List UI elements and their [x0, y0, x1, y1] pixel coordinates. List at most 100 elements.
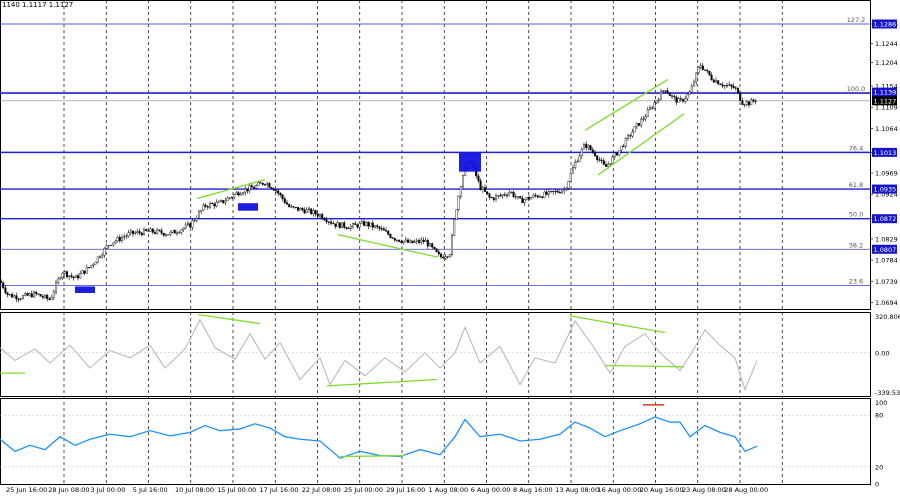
fib-level-label: 38.2 — [849, 241, 863, 249]
candle-body — [587, 145, 590, 148]
candle-body — [420, 239, 423, 243]
candle-body — [635, 123, 638, 127]
candle-body — [131, 230, 134, 234]
candle-body — [275, 190, 278, 192]
candle-body — [462, 175, 465, 187]
candle-body — [734, 87, 737, 89]
candle-body — [301, 208, 304, 211]
candle-body — [98, 256, 101, 258]
price-pane[interactable]: 127.2 100.0 76.4 61.8 50.0 38.2 23.6 — [0, 16, 870, 303]
candle-body — [211, 203, 214, 205]
candle-body — [290, 206, 293, 208]
candle-body — [319, 214, 322, 217]
fib-price-tag-text: 1.0872 — [874, 215, 897, 223]
candle-body — [605, 164, 608, 167]
candle-body — [17, 298, 20, 300]
candle-body — [638, 123, 641, 126]
candle-body — [708, 70, 711, 76]
candle-body — [281, 194, 284, 200]
candle-body — [422, 239, 425, 242]
candle-body — [182, 227, 185, 230]
candle-body — [72, 276, 75, 279]
candle-body — [272, 188, 275, 191]
candle-body — [371, 222, 374, 228]
panel-borders — [0, 0, 871, 485]
rsi-pane[interactable] — [0, 404, 870, 468]
cci-y-tick-label: -339.532 — [875, 389, 900, 397]
candle-body — [642, 118, 645, 120]
candle-body — [741, 100, 744, 105]
candle-body — [514, 196, 517, 198]
x-tick-label: 5 Jul 16:00 — [133, 486, 168, 494]
candle-body — [189, 223, 192, 228]
candle-body — [440, 253, 443, 258]
pane-border — [0, 0, 871, 310]
candle-body — [255, 185, 258, 189]
candle-body — [363, 221, 366, 226]
candle-body — [345, 227, 348, 229]
candle-body — [565, 188, 568, 190]
candle-body — [668, 92, 671, 96]
candle-body — [556, 190, 559, 193]
candle-body — [195, 218, 198, 221]
signal-marker-box — [238, 203, 258, 211]
fib-level-label: 23.6 — [849, 277, 863, 285]
candle-body — [24, 293, 27, 296]
candle-body — [39, 294, 42, 297]
candle-body — [712, 79, 715, 83]
candle-body — [418, 240, 421, 243]
pane-border — [0, 398, 871, 485]
fib-price-tag — [872, 184, 897, 194]
candle-body — [644, 116, 647, 120]
x-tick-label: 15 Jul 00:00 — [217, 486, 256, 494]
candle-body — [666, 90, 669, 94]
candle-body — [572, 167, 575, 174]
candle-body — [178, 232, 181, 234]
fib-level-label: 76.4 — [849, 144, 863, 152]
rsi-y-tick-label: 0 — [875, 481, 879, 489]
candle-body — [22, 295, 25, 300]
candle-body — [59, 277, 62, 280]
candle-body — [519, 196, 522, 199]
candle-body — [279, 193, 282, 196]
candle-body — [213, 203, 216, 207]
candle-body — [63, 271, 66, 274]
candle-body — [349, 225, 352, 229]
candle-body — [15, 295, 18, 300]
candle-body — [246, 188, 249, 192]
candle-body — [237, 192, 240, 196]
candle-body — [699, 65, 702, 68]
cci-divergence-line — [604, 364, 685, 368]
candle-body — [404, 239, 407, 242]
candle-body — [484, 187, 487, 192]
candle-body — [6, 292, 9, 295]
x-tick-label: 10 Jul 08:00 — [175, 486, 214, 494]
candle-body — [682, 99, 685, 102]
candle-body — [378, 226, 381, 229]
fib-price-tag — [872, 19, 897, 29]
candle-body — [433, 246, 436, 249]
candle-body — [215, 202, 218, 207]
candle-body — [624, 138, 627, 147]
candle-body — [521, 197, 524, 204]
fib-level-label: 61.8 — [849, 181, 863, 189]
cci-pane[interactable] — [0, 314, 870, 392]
candle-body — [167, 234, 170, 236]
candle-body — [138, 231, 141, 234]
fib-price-tag-text: 1.1013 — [874, 149, 897, 157]
candle-body — [343, 222, 346, 228]
candle-body — [92, 263, 95, 266]
candle-body — [409, 240, 412, 243]
y-tick-label: 1.0924 — [875, 191, 898, 199]
candle-body — [94, 261, 97, 265]
candle-body — [336, 222, 339, 227]
fib-price-tag — [872, 214, 897, 224]
chart-header-ohlc: 1140 1.1117 1.1127 — [2, 1, 74, 9]
candle-body — [620, 145, 623, 151]
candle-body — [74, 275, 77, 279]
candle-body — [257, 182, 260, 186]
candle-body — [286, 202, 289, 205]
candle-body — [41, 296, 44, 298]
candle-body — [70, 275, 73, 277]
